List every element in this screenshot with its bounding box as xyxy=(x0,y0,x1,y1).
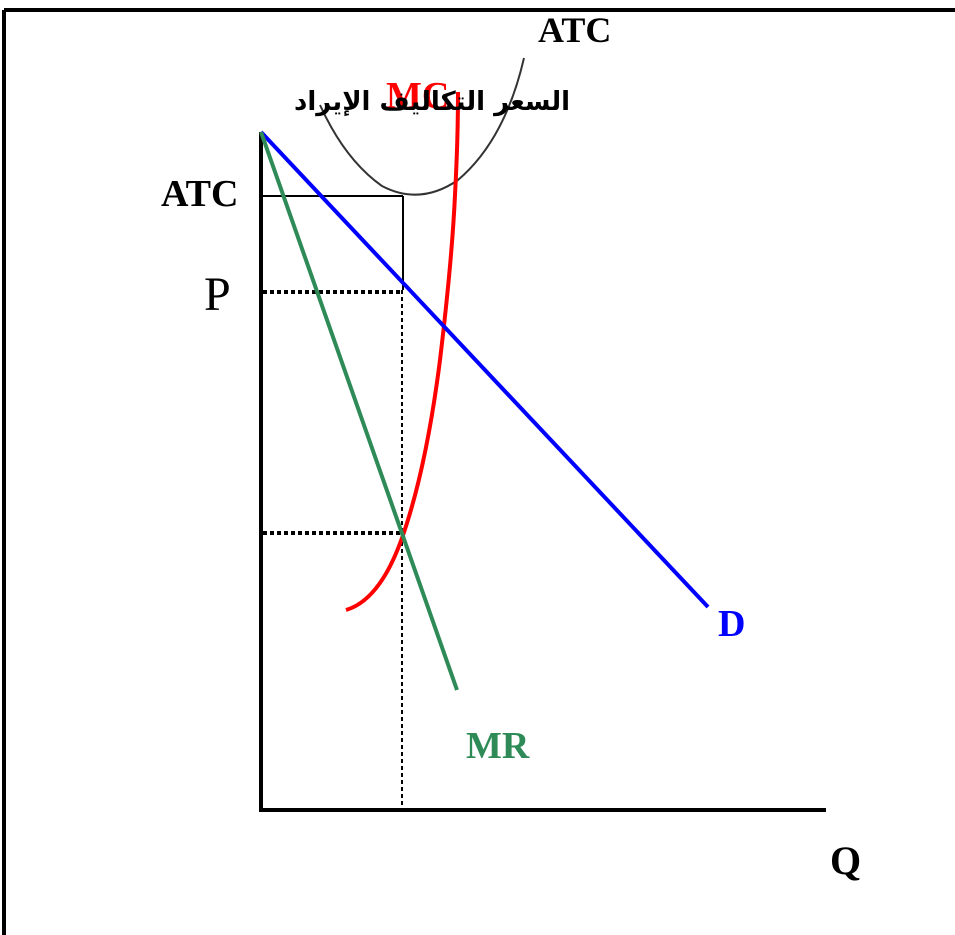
atc-curve-label: ATC xyxy=(538,10,611,50)
mr-label: MR xyxy=(466,725,530,767)
frame xyxy=(2,8,955,935)
demand-label: D xyxy=(718,603,745,645)
atc-level-label: ATC xyxy=(161,173,238,215)
y-axis-label: السعر التكاليف الإيراد xyxy=(294,87,570,117)
quantity-label: Q xyxy=(830,838,861,883)
mc-curve-label: MC xyxy=(386,75,449,117)
demand-curve xyxy=(259,130,710,609)
atc-curve xyxy=(319,57,525,196)
mr-curve xyxy=(259,131,459,691)
price-label: P xyxy=(204,268,231,321)
mc-curve xyxy=(345,91,460,612)
